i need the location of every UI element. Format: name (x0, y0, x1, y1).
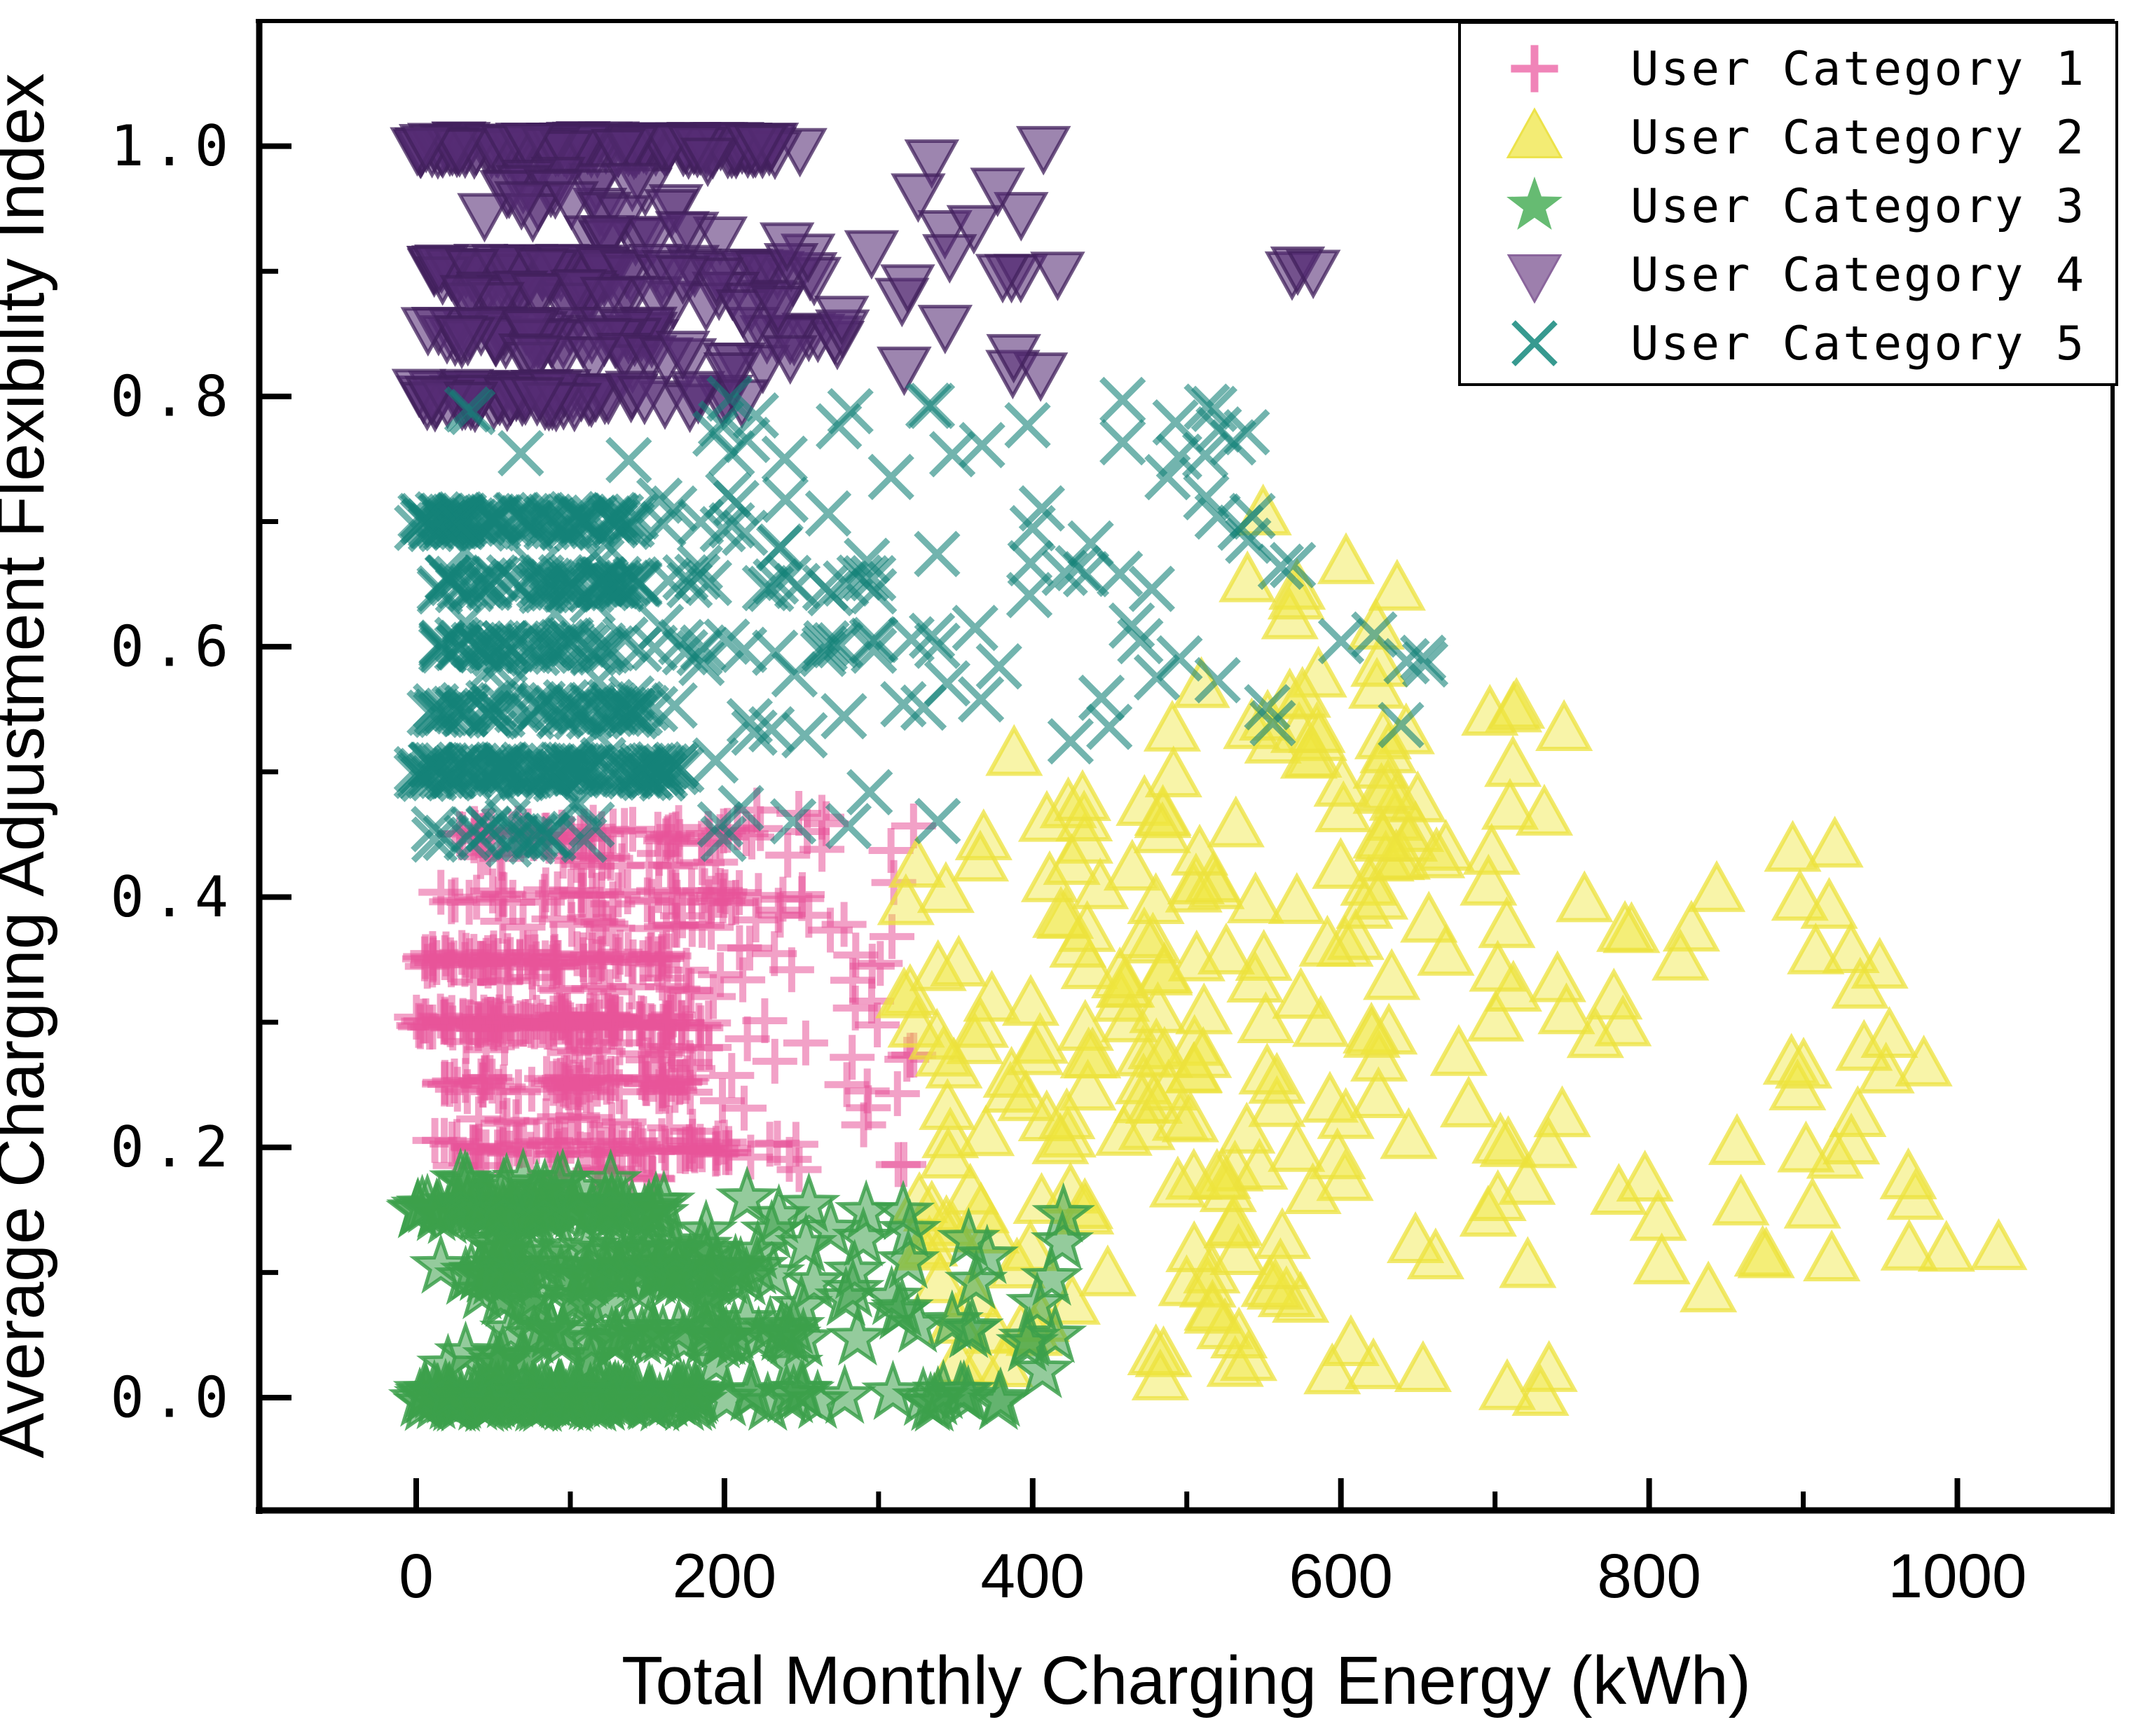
x-tick-label: 800 (1597, 1541, 1701, 1611)
y-tick-label: 0.0 (111, 1365, 238, 1431)
series-user-category-5 (393, 375, 1449, 868)
x-tick-label: 400 (981, 1541, 1085, 1611)
legend-entry-user-category-1: User Category 1 (1511, 41, 2086, 96)
legend-box (1458, 21, 2118, 386)
legend-label: User Category 4 (1631, 247, 2086, 302)
x-axis-label: Total Monthly Charging Energy (kWh) (622, 1642, 1751, 1718)
y-tick-label: 0.2 (111, 1115, 238, 1180)
series-user-category-3 (385, 1147, 1095, 1433)
series-user-category-2 (875, 483, 2028, 1416)
legend-entry-user-category-5: User Category 5 (1511, 316, 2086, 371)
axes-layer: 0 200 400 600 800 1000 0.0 0.2 0.4 0.6 0.8 1.0 (111, 19, 2115, 1611)
legend-entry-user-category-4: User Category 4 (1506, 247, 2086, 304)
legend-label: User Category 3 (1631, 179, 2086, 233)
legend-label: User Category 5 (1631, 316, 2086, 371)
data-points-layer (385, 120, 2028, 1433)
y-axis-label: Average Charging Adjustment Flexibility … (0, 74, 58, 1459)
x-marker-icon (1511, 320, 1558, 366)
y-tick-label: 1.0 (111, 113, 238, 179)
legend-entry-user-category-3: User Category 3 (1506, 177, 2086, 233)
y-tick-label: 0.6 (111, 614, 238, 680)
legend: User Category 1 User Category 2 User Cat… (1458, 21, 2118, 386)
plus-marker-icon (1511, 45, 1558, 92)
legend-entry-user-category-2: User Category 2 (1506, 107, 2086, 165)
triangle-down-marker-icon (1506, 254, 1563, 304)
y-tick-label: 0.4 (111, 864, 238, 930)
y-tick-label: 0.8 (111, 364, 238, 429)
triangle-marker-icon (1506, 107, 1563, 158)
star-marker-icon (1506, 177, 1563, 230)
legend-label: User Category 2 (1631, 110, 2086, 165)
legend-label: User Category 1 (1631, 41, 2086, 96)
x-tick-label: 1000 (1888, 1541, 2027, 1611)
x-tick-label: 200 (673, 1541, 777, 1611)
x-tick-label: 600 (1289, 1541, 1393, 1611)
x-tick-label: 0 (399, 1541, 434, 1611)
series-user-category-4 (390, 120, 1341, 434)
